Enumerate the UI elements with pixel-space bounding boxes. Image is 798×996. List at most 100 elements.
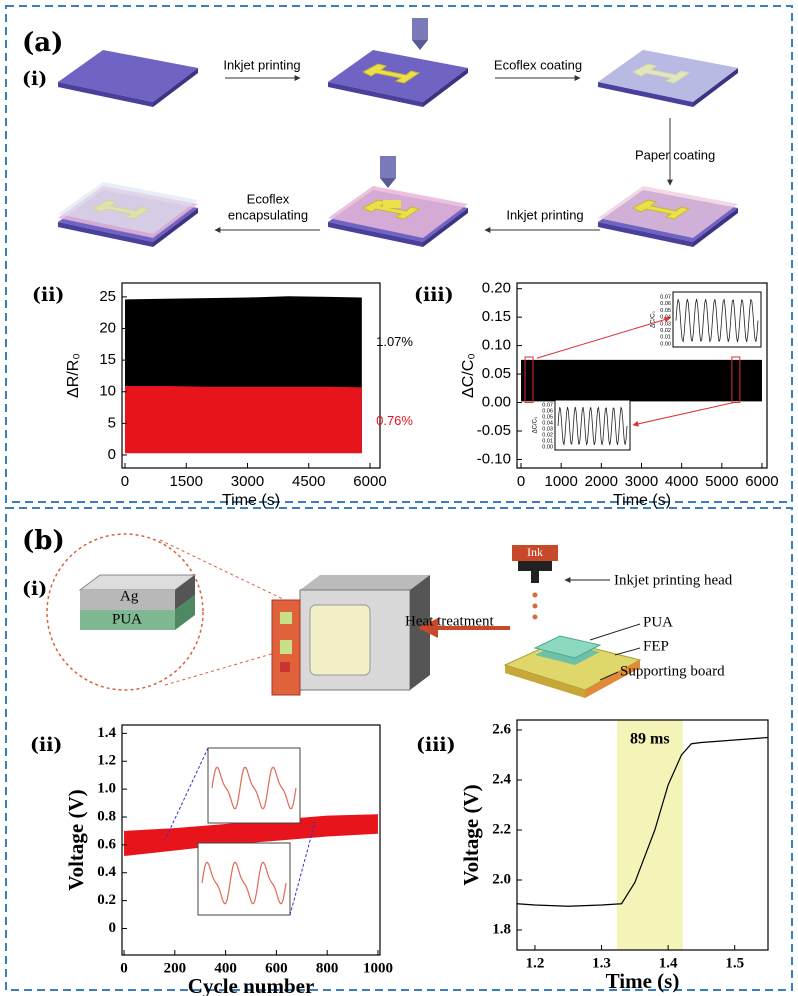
- x-tick-label: 1.3: [592, 955, 611, 971]
- x-tick-label: 2000: [585, 473, 618, 490]
- highlight-box: [731, 356, 741, 404]
- y-tick-label: 0.05: [482, 365, 511, 382]
- x-tick-label: 1.4: [659, 955, 678, 971]
- part-label: PUA: [643, 614, 673, 630]
- step-label: Ecoflex: [247, 191, 290, 206]
- x-axis-label: Time (s): [606, 969, 680, 993]
- y-tick-label: 25: [99, 288, 116, 305]
- x-tick-label: 1000: [544, 473, 577, 490]
- inset-tick-label: 0.06: [542, 408, 553, 414]
- x-tick-label: 400: [214, 960, 237, 976]
- x-tick-label: 0: [120, 960, 128, 976]
- sub-label: (ii): [32, 284, 64, 306]
- y-tick-label: 1.0: [97, 781, 116, 797]
- step-label: Inkjet printing: [223, 57, 300, 72]
- y-tick-label: 0.10: [482, 337, 511, 354]
- inset-wave: [557, 406, 628, 446]
- inset-tick-label: 0.04: [542, 420, 553, 426]
- sub-label: (iii): [414, 284, 454, 306]
- inset-tick-label: 0.02: [660, 328, 671, 334]
- arrow: [632, 402, 734, 427]
- inset-tick-label: 0.03: [660, 321, 671, 327]
- inset-tick-label: 0.02: [542, 432, 553, 438]
- plot-frame: [516, 719, 769, 951]
- y-axis-label: Voltage (V): [64, 789, 88, 890]
- y-tick-label: 5: [108, 414, 116, 431]
- x-tick-label: 6000: [745, 473, 778, 490]
- inset-tick-label: 0.07: [542, 402, 553, 408]
- zoom-line: [289, 821, 316, 916]
- part-label: Inkjet printing head: [614, 572, 733, 588]
- x-tick-label: 1500: [170, 473, 203, 490]
- y-axis-label: Voltage (V): [459, 784, 483, 885]
- inset-tick-label: 0.05: [542, 414, 553, 420]
- inset-tick-label: 0.01: [660, 335, 671, 341]
- y-tick-label: 0.2: [97, 892, 116, 908]
- process-diagram: [58, 18, 738, 247]
- plot-frame: [121, 282, 381, 469]
- x-tick-label: 1.5: [725, 955, 744, 971]
- y-tick-label: 0: [109, 920, 117, 936]
- inset-wave: [675, 298, 759, 343]
- x-axis-label: Cycle number: [188, 974, 315, 996]
- x-tick-label: 3000: [625, 473, 658, 490]
- plot-frame: [121, 724, 381, 956]
- sub-label: (i): [22, 68, 47, 90]
- y-tick-label: 2.2: [492, 821, 511, 837]
- device-diagram: [46, 533, 642, 698]
- sub-label: (ii): [30, 734, 62, 756]
- x-tick-label: 0: [517, 473, 525, 490]
- layer-label: Ag: [120, 588, 139, 604]
- panel-label: (a): [22, 28, 63, 58]
- y-tick-label: 2.4: [492, 771, 511, 787]
- panel-label: (b): [22, 526, 65, 556]
- part-label: Supporting board: [620, 663, 725, 679]
- x-tick-label: 0: [121, 473, 129, 490]
- inset-wave: [211, 766, 297, 810]
- y-tick-label: 1.4: [97, 725, 116, 741]
- x-tick-label: 4500: [292, 473, 325, 490]
- y-tick-label: 1.2: [97, 753, 116, 769]
- band: [521, 359, 762, 402]
- inset-wave: [201, 861, 287, 905]
- y-tick-label: 0: [108, 446, 116, 463]
- y-tick-label: 2.6: [492, 721, 511, 737]
- y-axis-label: ΔC/C₀: [460, 353, 477, 398]
- y-tick-label: -0.05: [477, 422, 511, 439]
- annotation: 0.76%: [376, 413, 413, 428]
- highlight-box: [524, 356, 534, 404]
- inset-tick-label: 0.00: [660, 341, 671, 347]
- plot-frame: [516, 282, 768, 469]
- y-tick-label: 0.15: [482, 308, 511, 325]
- zoom-line: [164, 747, 209, 841]
- x-tick-label: 800: [316, 960, 339, 976]
- x-tick-label: 3000: [231, 473, 264, 490]
- inset-tick-label: 0.05: [660, 308, 671, 314]
- step-label: Inkjet printing: [506, 207, 583, 222]
- highlight: [616, 720, 683, 950]
- x-tick-label: 1000: [363, 960, 393, 976]
- step-label: encapsulating: [228, 207, 308, 222]
- y-tick-label: 0.20: [482, 280, 511, 297]
- y-axis-label: ΔR/R₀: [65, 353, 82, 398]
- inset-frame: [197, 842, 291, 916]
- inset-tick-label: 0.00: [542, 444, 553, 450]
- x-tick-label: 4000: [665, 473, 698, 490]
- annotation: 1.07%: [376, 334, 413, 349]
- inset-tick-label: 0.07: [660, 294, 671, 300]
- y-tick-label: 0.8: [97, 808, 116, 824]
- y-tick-label: 2.0: [492, 871, 511, 887]
- x-tick-label: 600: [265, 960, 288, 976]
- step-label: Paper coating: [635, 147, 715, 162]
- y-tick-label: 0.6: [97, 836, 116, 852]
- panel-b-frame: [5, 507, 793, 991]
- x-tick-label: 1.2: [526, 955, 545, 971]
- inset-tick-label: 0.01: [542, 438, 553, 444]
- x-axis-label: Time (s): [613, 492, 671, 509]
- x-tick-label: 200: [164, 960, 187, 976]
- sub-label: (i): [22, 578, 47, 600]
- part-label: FEP: [643, 638, 669, 654]
- inset-y-label: ΔC/C₀: [533, 416, 539, 433]
- arrow: [536, 316, 671, 359]
